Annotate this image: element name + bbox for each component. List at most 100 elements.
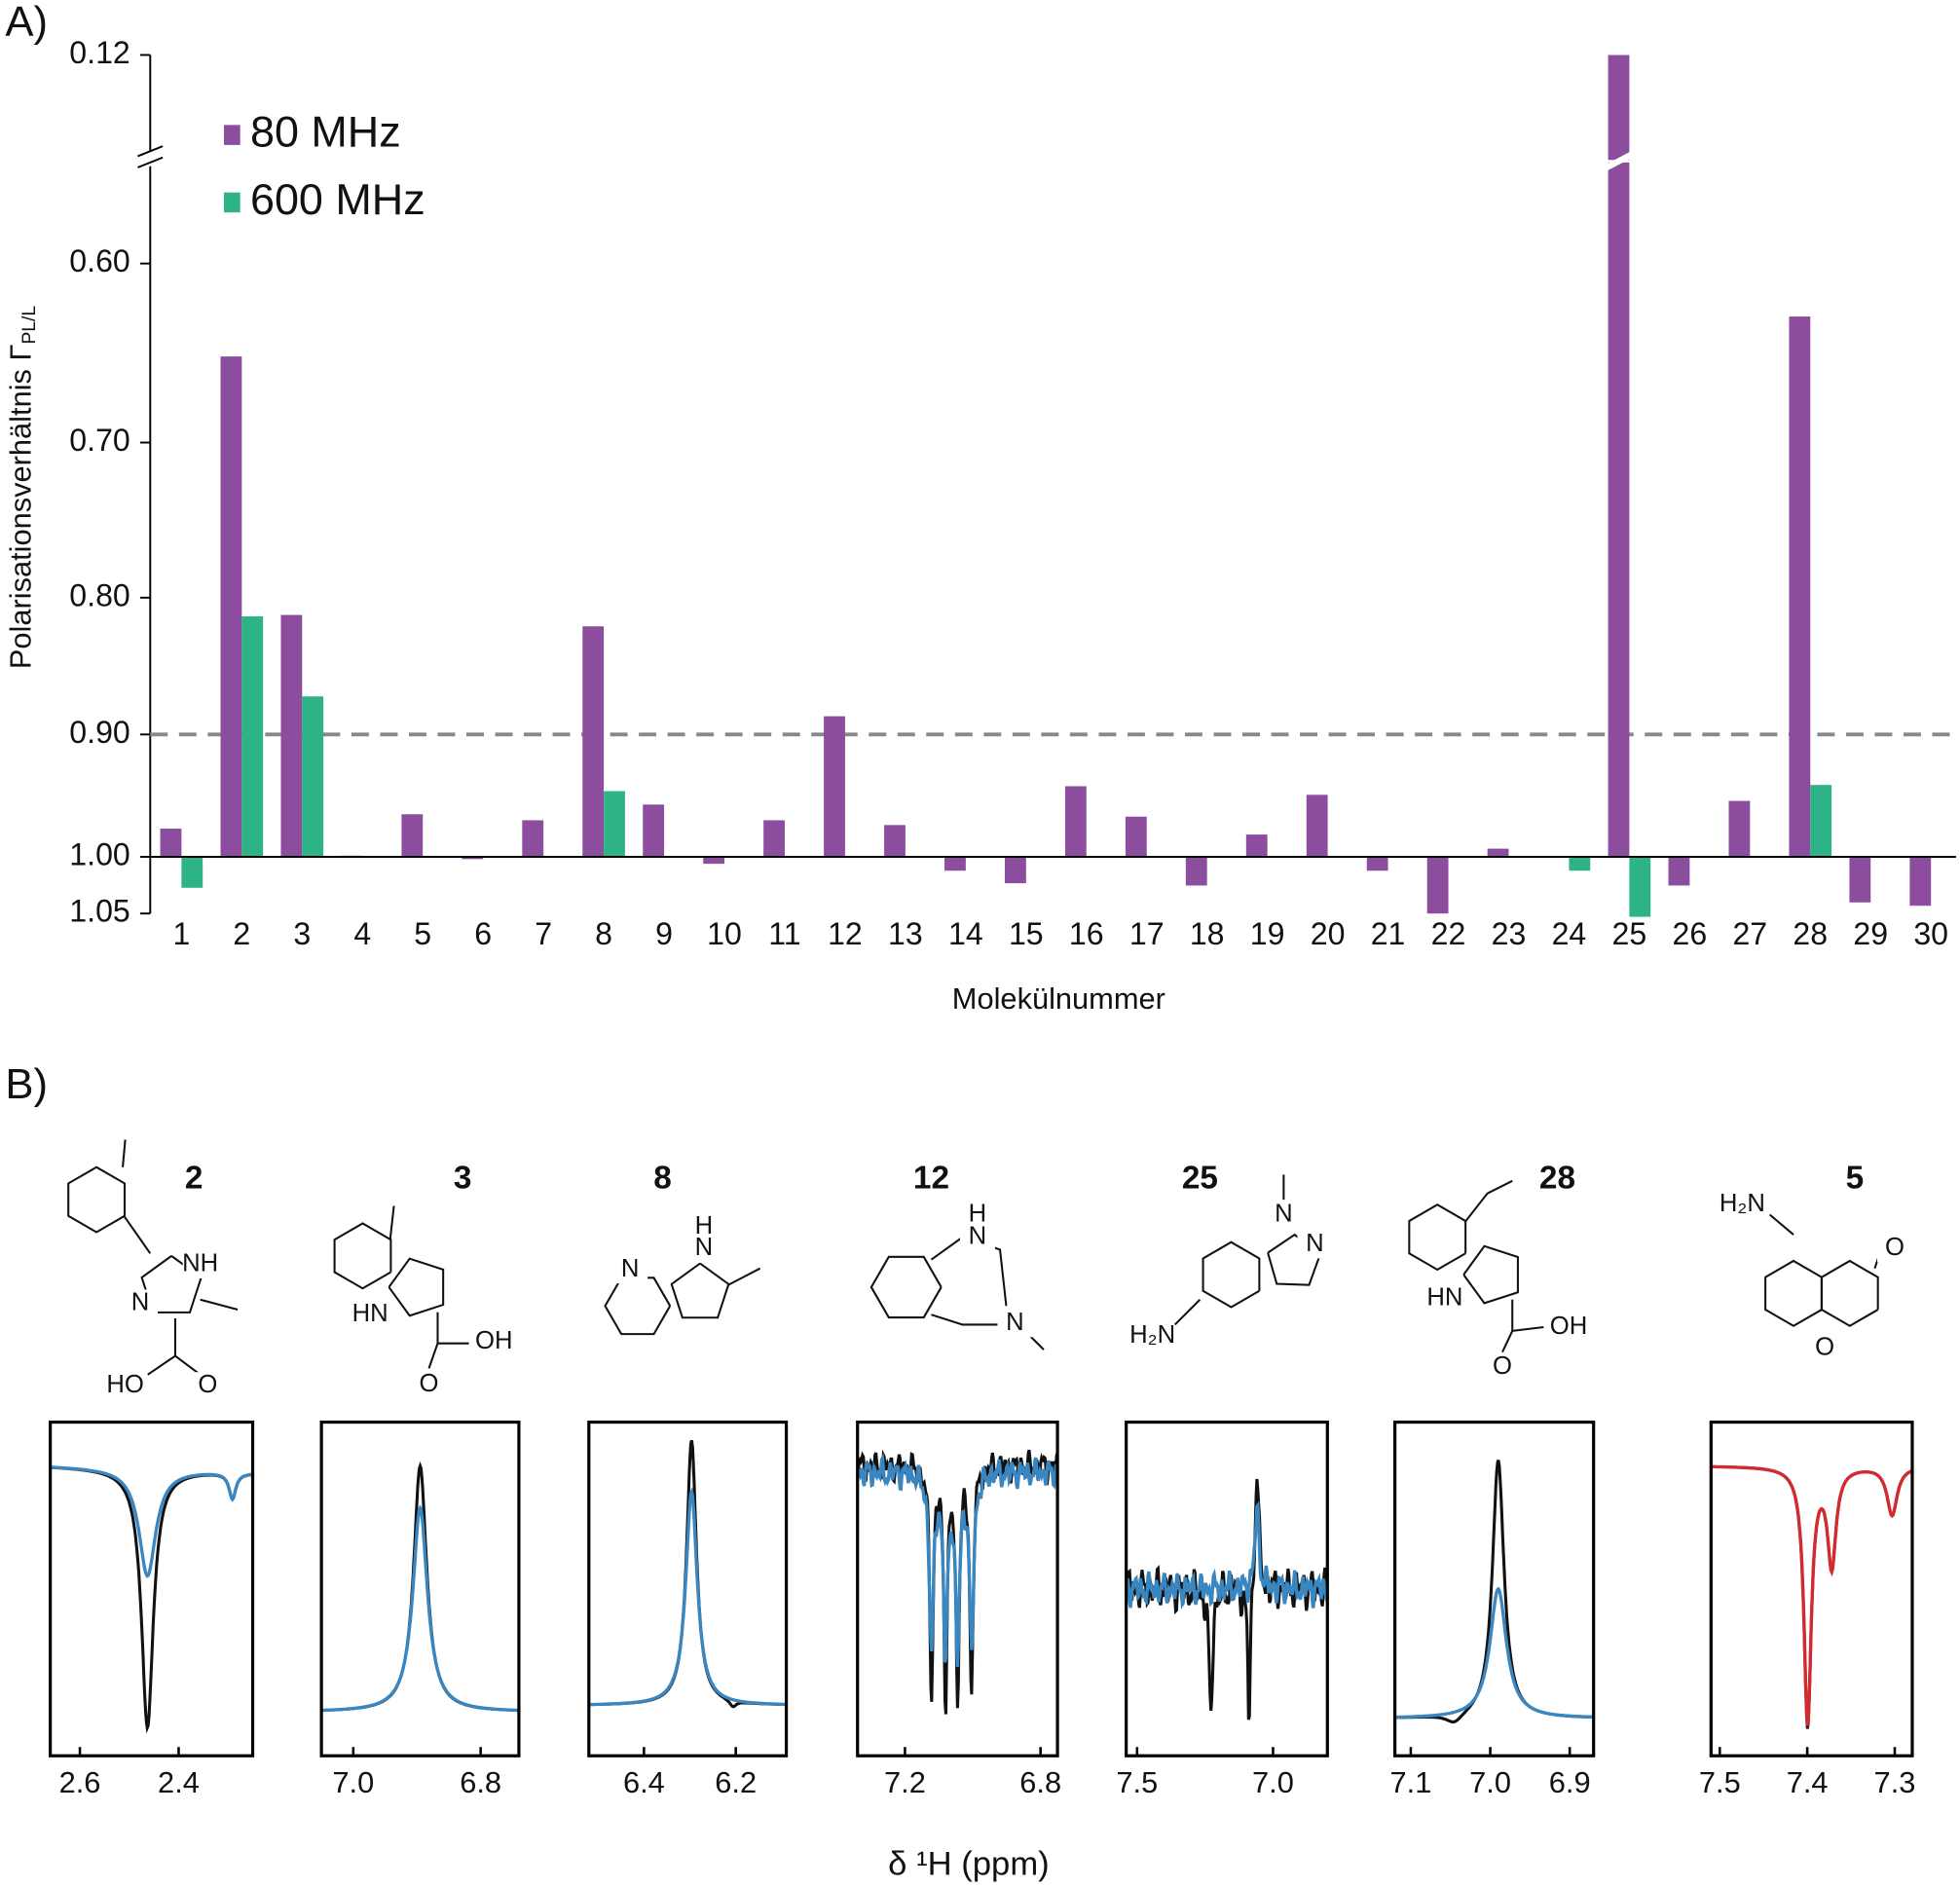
- x-tick-label: 16: [1069, 916, 1104, 951]
- bar: [703, 856, 725, 865]
- bond: [1462, 1244, 1519, 1305]
- bar: [522, 820, 544, 857]
- bar: [944, 856, 966, 871]
- y-tick-label: 0.60: [69, 243, 129, 278]
- x-tick-label: 7.2: [884, 1765, 926, 1799]
- atom-label: O: [1885, 1234, 1905, 1261]
- x-tick-label: 5: [414, 916, 431, 951]
- x-axis-label: Molekülnummer: [952, 981, 1165, 1016]
- x-tick-label: 4: [353, 916, 371, 951]
- bar: [643, 804, 665, 857]
- atom-label: H: [969, 1200, 987, 1227]
- atom-label: O: [1815, 1334, 1834, 1361]
- bar-break: [1603, 151, 1635, 172]
- x-tick-label: 24: [1552, 916, 1587, 951]
- spectrum-frame: [319, 1420, 521, 1758]
- atom-label: N: [1275, 1200, 1293, 1227]
- atom-label: N: [1306, 1230, 1324, 1257]
- axis-break: [137, 145, 164, 158]
- bond: [67, 1166, 127, 1234]
- y-tick-label: 1.05: [69, 894, 129, 929]
- x-tick-label: 6.9: [1549, 1765, 1591, 1799]
- bar: [220, 356, 242, 857]
- atom-backdrop: [1807, 1334, 1843, 1362]
- bar: [1004, 856, 1026, 884]
- atom-label: N: [695, 1234, 714, 1261]
- atom-backdrop: [1485, 1352, 1520, 1382]
- bond: [1202, 1240, 1261, 1309]
- bond: [427, 1312, 439, 1369]
- bar: [1569, 856, 1591, 871]
- bar: [1426, 856, 1449, 914]
- compound-label: 8: [653, 1160, 672, 1196]
- bond: [670, 1262, 730, 1319]
- bond: [388, 1257, 445, 1317]
- atom-backdrop: [612, 1255, 648, 1284]
- legend-swatch: [224, 125, 240, 145]
- legend-label: 600 MHz: [250, 174, 425, 224]
- spectrum-trace: [321, 1504, 519, 1713]
- compound-label: 2: [185, 1160, 203, 1196]
- atom-backdrop: [959, 1223, 995, 1251]
- bar: [1909, 856, 1932, 906]
- compound-label: 3: [454, 1160, 472, 1196]
- bond: [869, 1255, 943, 1319]
- bar: [241, 616, 264, 857]
- atom-backdrop: [1134, 1321, 1170, 1350]
- atom-label: HN: [1426, 1283, 1462, 1311]
- atom-label: H₂N: [1129, 1321, 1175, 1349]
- x-tick-label: 7.4: [1787, 1765, 1829, 1799]
- x-tick-label: 6.8: [460, 1765, 501, 1799]
- atom-backdrop: [685, 1235, 721, 1263]
- x-tick-label: 7.3: [1874, 1765, 1916, 1799]
- atom-label: OH: [1550, 1313, 1587, 1340]
- bond: [1512, 1325, 1544, 1332]
- bar: [1125, 816, 1147, 857]
- x-tick-label: 15: [1009, 916, 1044, 951]
- spectrum-trace: [320, 1461, 520, 1713]
- spectrum-trace: [1394, 1460, 1594, 1723]
- x-tick-label: 6: [474, 916, 492, 951]
- bar: [1064, 786, 1087, 857]
- bar: [302, 696, 324, 857]
- x-tick-label: 23: [1492, 916, 1527, 951]
- bar: [1629, 856, 1651, 917]
- atom-label: NH: [182, 1250, 218, 1277]
- y-tick-label: 0.70: [69, 423, 129, 458]
- x-tick-label: 2.4: [158, 1765, 200, 1799]
- spectrum-trace: [1125, 1500, 1329, 1610]
- atom-backdrop: [997, 1310, 1033, 1338]
- atom-backdrop: [182, 1250, 218, 1278]
- panel-label: B): [5, 1061, 48, 1108]
- bar: [1245, 834, 1268, 857]
- bond: [1501, 1299, 1514, 1353]
- x-tick-label: 7.5: [1116, 1765, 1158, 1799]
- atom-label: H₂N: [1720, 1190, 1765, 1217]
- x-tick-label: 7.0: [1469, 1765, 1511, 1799]
- atom-backdrop: [1877, 1235, 1912, 1263]
- spectrum-trace: [856, 1449, 1059, 1715]
- bond: [728, 1267, 761, 1286]
- bar: [1849, 856, 1871, 903]
- x-tick-label: 9: [655, 916, 673, 951]
- spectrum-frame: [856, 1420, 1059, 1758]
- legend-swatch: [224, 192, 240, 213]
- x-tick-label: 1: [172, 916, 190, 951]
- bond: [333, 1222, 392, 1290]
- x-tick-label: 12: [828, 916, 863, 951]
- bond: [1463, 1179, 1513, 1223]
- bond: [1173, 1299, 1202, 1326]
- bond: [147, 1318, 176, 1376]
- bar: [1789, 316, 1811, 857]
- atom-backdrop: [476, 1328, 512, 1356]
- x-tick-label: 6.8: [1019, 1765, 1061, 1799]
- bar: [1668, 856, 1690, 886]
- spectrum-trace: [856, 1453, 1059, 1668]
- atom-label: O: [1493, 1352, 1512, 1380]
- x-tick-label: 3: [293, 916, 311, 951]
- spectrum-trace: [50, 1465, 253, 1578]
- atom-backdrop: [411, 1370, 447, 1399]
- bar: [1810, 785, 1832, 857]
- atom-label: HN: [352, 1300, 388, 1327]
